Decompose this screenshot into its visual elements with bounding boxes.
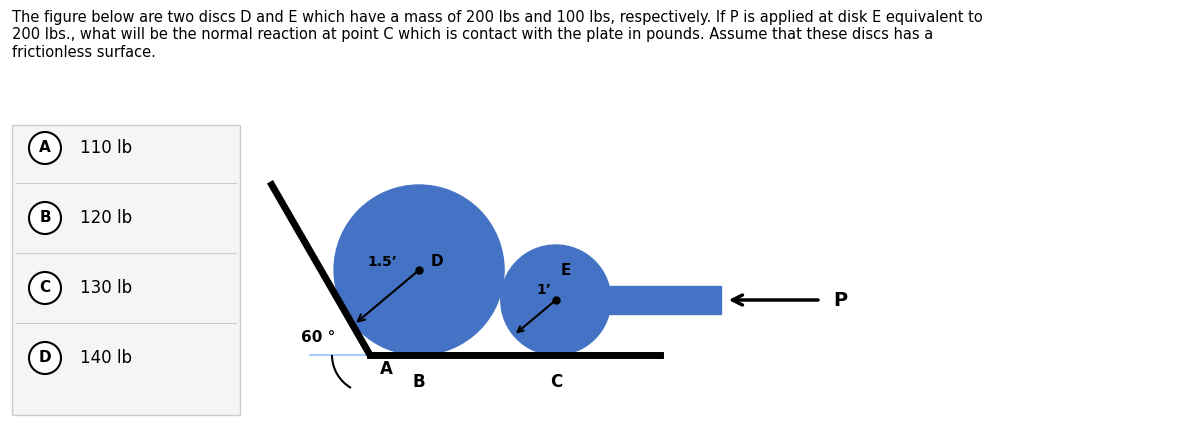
Circle shape — [29, 342, 61, 374]
Circle shape — [29, 202, 61, 234]
Text: 1.5’: 1.5’ — [367, 255, 397, 269]
Text: D: D — [38, 351, 52, 365]
Text: A: A — [40, 140, 50, 156]
Text: 120 lb: 120 lb — [80, 209, 132, 227]
Text: The figure below are two discs D and E which have a mass of 200 lbs and 100 lbs,: The figure below are two discs D and E w… — [12, 10, 983, 60]
Text: 1’: 1’ — [536, 283, 551, 297]
Bar — [12, 125, 240, 415]
Circle shape — [500, 245, 611, 355]
Circle shape — [334, 185, 504, 355]
Text: 110 lb: 110 lb — [80, 139, 132, 157]
Text: C: C — [550, 373, 562, 391]
Text: P: P — [833, 290, 847, 310]
Text: D: D — [431, 254, 444, 270]
Text: B: B — [40, 210, 50, 226]
Circle shape — [29, 132, 61, 164]
Text: A: A — [380, 360, 392, 378]
Circle shape — [29, 272, 61, 304]
Text: 130 lb: 130 lb — [80, 279, 132, 297]
Text: B: B — [413, 373, 425, 391]
Bar — [551, 286, 721, 314]
Text: E: E — [560, 263, 571, 278]
Text: 140 lb: 140 lb — [80, 349, 132, 367]
Text: C: C — [40, 281, 50, 296]
Text: 60 °: 60 ° — [301, 329, 335, 344]
